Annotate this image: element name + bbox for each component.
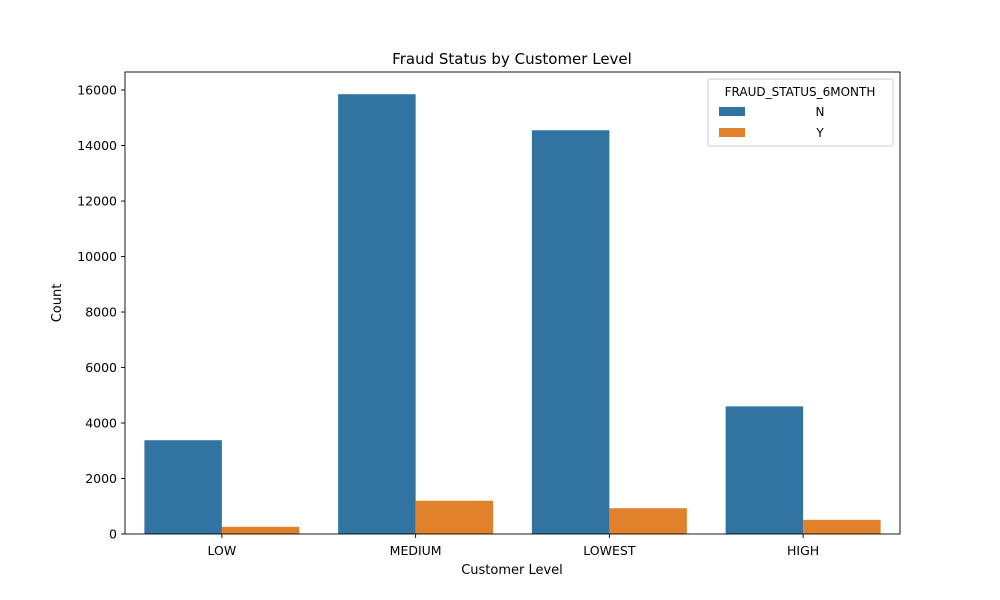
legend-frame xyxy=(707,78,894,147)
plot-frame xyxy=(124,71,901,535)
y-tick-label-4000: 4000 xyxy=(85,416,117,431)
bar-y-lowest xyxy=(609,508,687,534)
legend-label-y: Y xyxy=(815,126,824,140)
y-tick-label-14000: 14000 xyxy=(77,138,117,153)
bar-n-low xyxy=(144,440,222,534)
legend-swatch-y xyxy=(719,128,745,137)
x-tick-label-high: HIGH xyxy=(787,543,819,558)
bar-n-lowest xyxy=(531,130,610,534)
x-tick-label-lowest: LOWEST xyxy=(583,543,636,558)
bar-y-low xyxy=(221,526,300,534)
y-tick-label-10000: 10000 xyxy=(77,249,117,264)
legend: FRAUD_STATUS_6MONTH N Y xyxy=(707,78,894,147)
legend-swatch-n xyxy=(719,107,745,116)
y-tick-label-8000: 8000 xyxy=(85,305,117,320)
y-tick-label-0: 0 xyxy=(109,527,117,542)
bar-n-high xyxy=(725,406,804,534)
x-tick-label-medium: MEDIUM xyxy=(390,543,442,558)
legend-label-n: N xyxy=(816,105,825,119)
y-tick-label-6000: 6000 xyxy=(85,360,117,375)
x-axis-label: Customer Level xyxy=(461,563,563,578)
x-tick-label-low: LOW xyxy=(208,543,237,558)
y-axis-label: Count xyxy=(50,284,65,323)
legend-title: FRAUD_STATUS_6MONTH xyxy=(725,85,876,99)
axes-group: 0 2000 4000 6000 8000 10000 12000 14000 16000 LOW… xyxy=(77,71,901,558)
bars-group xyxy=(144,94,881,534)
bar-y-high xyxy=(803,519,881,534)
y-tick-label-16000: 16000 xyxy=(77,83,117,98)
bar-y-medium xyxy=(415,500,494,534)
y-tick-label-2000: 2000 xyxy=(85,471,117,486)
chart-title: Fraud Status by Customer Level xyxy=(392,50,632,68)
y-tick-label-12000: 12000 xyxy=(77,194,117,209)
bar-n-medium xyxy=(338,94,416,534)
